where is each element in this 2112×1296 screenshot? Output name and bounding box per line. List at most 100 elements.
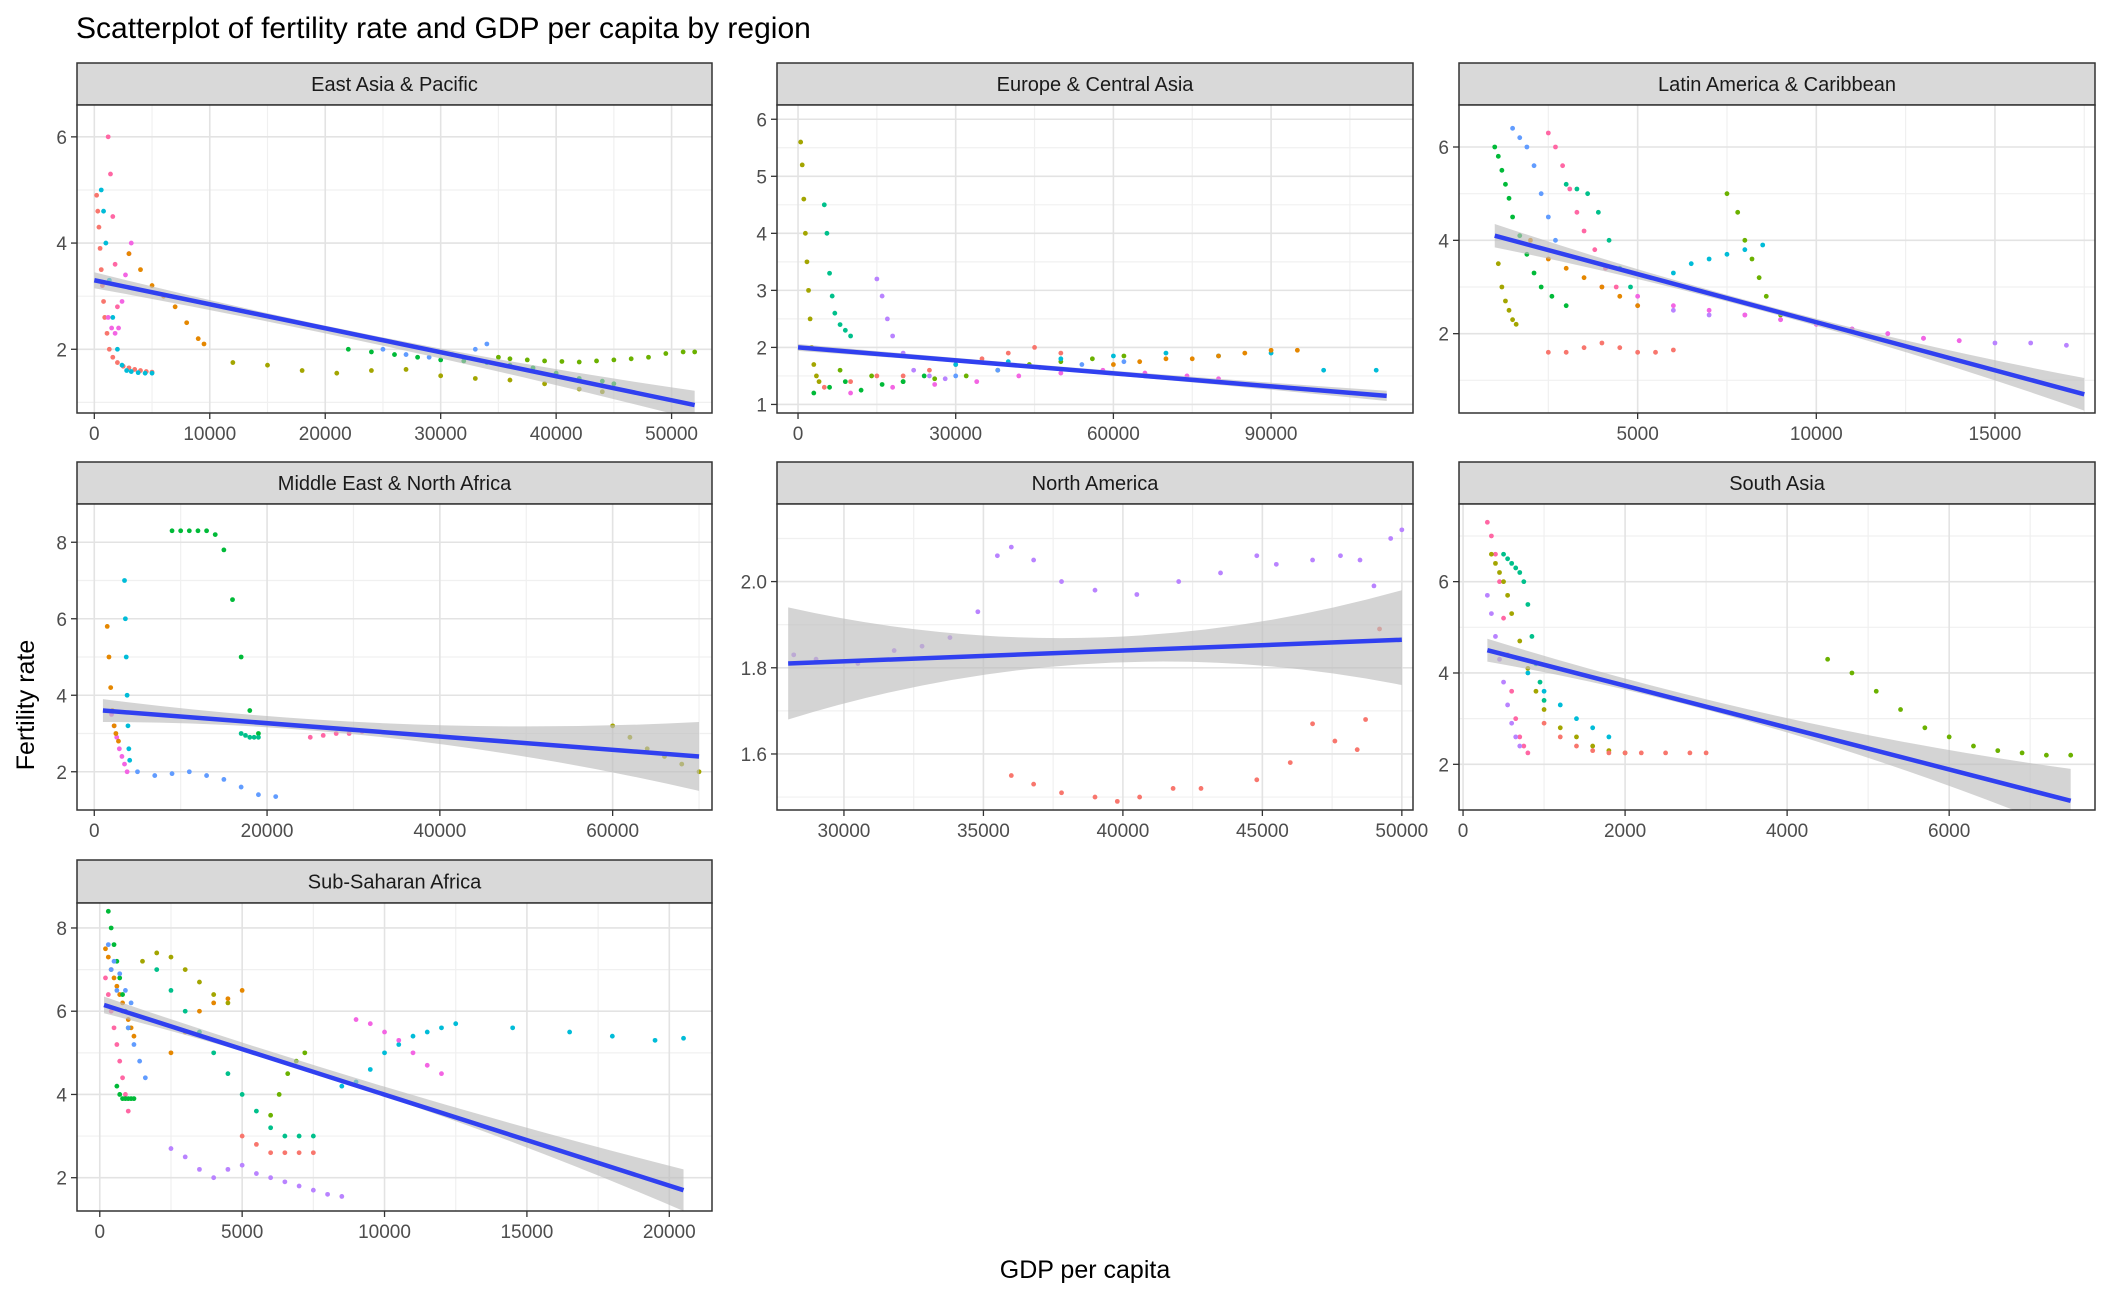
data-point [848, 390, 853, 396]
data-point [106, 346, 112, 352]
data-point [1706, 256, 1712, 262]
data-point [1031, 557, 1037, 563]
x-tick-label: 30000 [929, 424, 982, 445]
data-point [1388, 536, 1394, 541]
data-point [1509, 720, 1515, 726]
data-point [1008, 773, 1014, 778]
data-point [1484, 519, 1490, 525]
data-point [953, 362, 959, 367]
data-point [932, 382, 938, 387]
data-point [239, 1133, 245, 1139]
data-point [1545, 214, 1551, 220]
data-point [1121, 359, 1127, 365]
data-point [123, 988, 128, 993]
data-point [131, 1042, 137, 1047]
data-point [424, 1062, 430, 1068]
data-point [152, 773, 158, 778]
data-point [1137, 794, 1143, 800]
data-point [403, 367, 409, 372]
data-point [396, 1037, 402, 1043]
data-point [124, 368, 130, 373]
data-point [1163, 350, 1169, 356]
data-point [125, 1025, 131, 1031]
y-tick-label: 4 [56, 1085, 67, 1106]
data-point [832, 310, 838, 316]
data-point [837, 367, 843, 373]
x-tick-label: 10000 [358, 1222, 411, 1243]
data-point [1688, 261, 1694, 267]
panel-data [103, 908, 686, 1211]
y-tick-label: 6 [1438, 138, 1449, 159]
data-point [628, 356, 634, 362]
data-point [1058, 356, 1064, 362]
data-point [1121, 353, 1127, 359]
data-point [1557, 725, 1563, 731]
data-point [1992, 340, 1998, 346]
x-tick-label: 0 [89, 424, 100, 445]
data-point [1670, 347, 1676, 353]
data-point [105, 992, 111, 997]
data-point [403, 352, 409, 357]
data-point [186, 769, 192, 775]
data-point [824, 230, 830, 236]
data-point [609, 1033, 615, 1039]
panel-data [93, 134, 698, 413]
data-point [507, 377, 513, 383]
data-point [1489, 533, 1494, 539]
data-point [114, 1083, 120, 1089]
panel-background [777, 105, 1413, 413]
panel-border [1458, 503, 2096, 811]
data-point [811, 362, 817, 367]
data-point [1628, 284, 1633, 290]
data-point [169, 771, 175, 777]
data-point [104, 624, 110, 629]
data-point [367, 1021, 373, 1027]
data-point [1873, 688, 1879, 694]
y-tick-label: 2.0 [741, 573, 767, 594]
data-point [1489, 611, 1494, 617]
data-point [201, 341, 207, 347]
facet-strip-label: Middle East & North Africa [278, 473, 512, 495]
data-point [814, 373, 819, 379]
data-point [105, 954, 111, 960]
data-point [1567, 186, 1573, 192]
data-point [111, 958, 117, 964]
data-point [1363, 717, 1368, 722]
facet-strip-label: Latin America & Caribbean [1658, 74, 1896, 96]
data-point [1545, 349, 1551, 355]
data-point [103, 240, 109, 246]
data-point [211, 992, 217, 997]
data-point [1670, 307, 1676, 313]
data-point [98, 267, 104, 273]
facet-panel: South Asia 0 2000 4000 6000 2 4 6 [1438, 461, 2096, 842]
facet-panel: North America 30000 35000 40000 45000 50000 1.… [741, 461, 1428, 842]
data-point [243, 733, 248, 738]
data-point [1216, 353, 1221, 359]
data-point [1617, 293, 1623, 299]
data-point [1663, 750, 1668, 756]
data-point [680, 349, 686, 355]
data-point [848, 379, 853, 385]
data-point [247, 734, 253, 740]
data-point [1995, 748, 2001, 754]
data-point [310, 1150, 316, 1156]
facet-strip [76, 859, 713, 904]
data-point [1242, 350, 1248, 356]
data-point [879, 293, 885, 299]
y-tick-label: 2 [1438, 755, 1449, 776]
data-point [253, 1142, 259, 1147]
data-point [1563, 303, 1569, 309]
y-tick-label: 3 [756, 281, 767, 302]
y-tick-label: 2 [56, 1169, 67, 1190]
data-point [131, 1033, 137, 1039]
data-point [131, 1096, 137, 1102]
data-point [119, 754, 125, 759]
data-point [211, 1050, 217, 1056]
data-point [1321, 367, 1327, 373]
x-tick-label: 20000 [643, 1222, 696, 1243]
data-point [120, 992, 125, 997]
data-point [1946, 734, 1952, 740]
data-point [114, 988, 120, 993]
data-point [1541, 688, 1547, 694]
